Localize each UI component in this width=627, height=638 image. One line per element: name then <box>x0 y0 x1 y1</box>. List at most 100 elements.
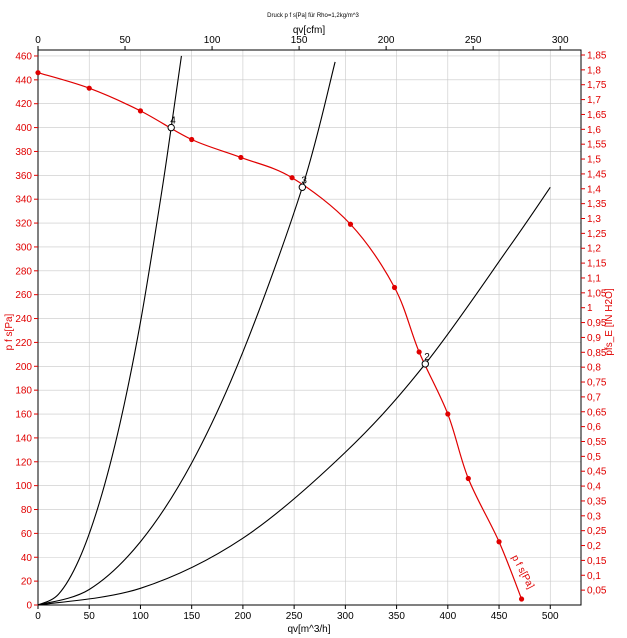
system-curve-2 <box>37 186 551 606</box>
fan-curve-point <box>465 475 471 482</box>
y2-tick-label: 0,7 <box>587 392 601 403</box>
y-tick-label: 460 <box>15 51 32 62</box>
fan-curve <box>35 70 525 602</box>
y-tick-label: 300 <box>15 242 32 253</box>
operating-point-label: 4 <box>170 116 176 127</box>
x-tick-label: 350 <box>388 611 405 622</box>
y2-axis-label: pfs_E [IN H2O] <box>604 288 615 355</box>
fan-curve-point <box>518 596 525 602</box>
x2-tick-label: 150 <box>291 35 308 46</box>
y-tick-label: 0 <box>26 601 32 612</box>
y-tick-label: 420 <box>15 99 32 110</box>
y2-tick-label: 1,4 <box>587 184 601 195</box>
y2-tick-label: 0,95 <box>587 318 607 329</box>
y-axis-label: p f s[Pa] <box>4 313 15 350</box>
y2-tick-label: 1,45 <box>587 169 607 180</box>
y-tick-label: 100 <box>15 481 32 492</box>
x-tick-label: 300 <box>337 611 354 622</box>
y-tick-label: 360 <box>15 171 32 182</box>
y-tick-label: 320 <box>15 219 32 230</box>
y2-tick-label: 0,1 <box>587 571 601 582</box>
x2-tick-label: 250 <box>465 35 482 46</box>
y-tick-label: 200 <box>15 362 32 373</box>
system-curve-4 <box>37 55 182 606</box>
x-tick-label: 500 <box>542 611 559 622</box>
y2-tick-label: 1,6 <box>587 125 601 136</box>
y2-tick-label: 0,75 <box>587 378 607 389</box>
operating-point-3 <box>298 183 307 191</box>
y2-tick-label: 0,6 <box>587 422 601 433</box>
y2-tick-label: 1,05 <box>587 288 607 299</box>
y2-tick-label: 0,55 <box>587 437 607 448</box>
y2-tick-label: 0,85 <box>587 348 607 359</box>
x2-axis-ticks: 0 50 100 150 200 250 300 <box>35 35 569 50</box>
operating-point-4 <box>167 123 175 132</box>
y-tick-label: 380 <box>15 147 32 158</box>
y-tick-label: 280 <box>15 266 32 277</box>
y2-tick-label: 1,3 <box>587 214 601 225</box>
operating-point-label: 3 <box>301 175 307 186</box>
y2-tick-label: 0,2 <box>587 541 601 552</box>
y2-tick-label: 1,55 <box>587 140 607 151</box>
y2-tick-label: 0,35 <box>587 496 607 507</box>
x2-axis-label: qv[cfm] <box>293 25 325 36</box>
y2-tick-label: 1,2 <box>587 244 601 255</box>
y2-tick-label: 1,75 <box>587 80 607 91</box>
fan-curve-point <box>445 411 451 417</box>
y-tick-label: 120 <box>15 457 32 468</box>
y-tick-label: 140 <box>15 433 32 444</box>
fan-curve-point <box>189 136 195 143</box>
fan-curve-point <box>496 539 502 545</box>
system-curve-3 <box>37 61 336 606</box>
y2-tick-label: 1,65 <box>587 110 607 121</box>
y2-tick-label: 1,8 <box>587 65 601 76</box>
y2-tick-label: 0,25 <box>587 526 607 537</box>
y2-tick-label: 1,1 <box>587 273 601 284</box>
y-tick-label: 220 <box>15 338 32 349</box>
x-tick-label: 0 <box>35 611 41 622</box>
y-tick-label: 240 <box>15 314 32 325</box>
y-tick-label: 400 <box>15 123 32 134</box>
y2-tick-label: 0,9 <box>587 333 601 344</box>
y2-tick-label: 0,15 <box>587 556 607 567</box>
fan-curve-point <box>35 70 41 76</box>
operating-point-2 <box>421 360 429 368</box>
y2-tick-label: 1,5 <box>587 155 601 166</box>
x-tick-label: 200 <box>235 611 252 622</box>
y-tick-label: 440 <box>15 75 32 86</box>
x-tick-label: 400 <box>439 611 456 622</box>
y2-tick-label: 1,35 <box>587 199 607 210</box>
x2-tick-label: 200 <box>378 35 395 46</box>
y2-tick-label: 1 <box>587 303 593 314</box>
operating-point-label: 2 <box>424 352 430 363</box>
operating-points: 4 3 2 <box>167 116 430 368</box>
fan-curve-point <box>416 349 422 355</box>
y2-tick-label: 0,3 <box>587 511 601 522</box>
x2-tick-label: 50 <box>119 35 131 46</box>
fan-curve-point <box>391 284 398 291</box>
y2-tick-label: 1,85 <box>587 50 607 61</box>
y-tick-label: 60 <box>21 529 33 540</box>
fan-curve-point <box>347 221 354 227</box>
chart-title: Druck p f s[Pa] für Rho=1,2kg/m^3 <box>267 13 359 19</box>
x2-tick-label: 0 <box>35 35 41 46</box>
y2-tick-label: 0,4 <box>587 482 601 493</box>
y-tick-label: 160 <box>15 410 32 421</box>
y2-tick-label: 0,05 <box>587 586 607 597</box>
x-tick-label: 250 <box>286 611 303 622</box>
y2-tick-label: 0,5 <box>587 452 601 463</box>
x-tick-label: 450 <box>491 611 508 622</box>
x2-tick-label: 300 <box>552 35 569 46</box>
x2-tick-label: 100 <box>204 35 221 46</box>
y2-tick-label: 1,15 <box>587 259 607 270</box>
y-tick-label: 40 <box>21 553 33 564</box>
y-tick-label: 20 <box>21 577 33 588</box>
y-tick-label: 180 <box>15 386 32 397</box>
x-axis-label: qv[m^3/h] <box>287 624 330 635</box>
y2-tick-label: 0,45 <box>587 467 607 478</box>
fan-curve-point <box>137 108 144 114</box>
y-axis-ticks: 0 20 40 60 80 100 120 140 160 180 200 220 240 260 280 3… <box>15 51 38 612</box>
fan-curve-label: p f s[Pa] <box>509 553 536 591</box>
x-tick-label: 100 <box>132 611 149 622</box>
x-tick-label: 150 <box>183 611 200 622</box>
